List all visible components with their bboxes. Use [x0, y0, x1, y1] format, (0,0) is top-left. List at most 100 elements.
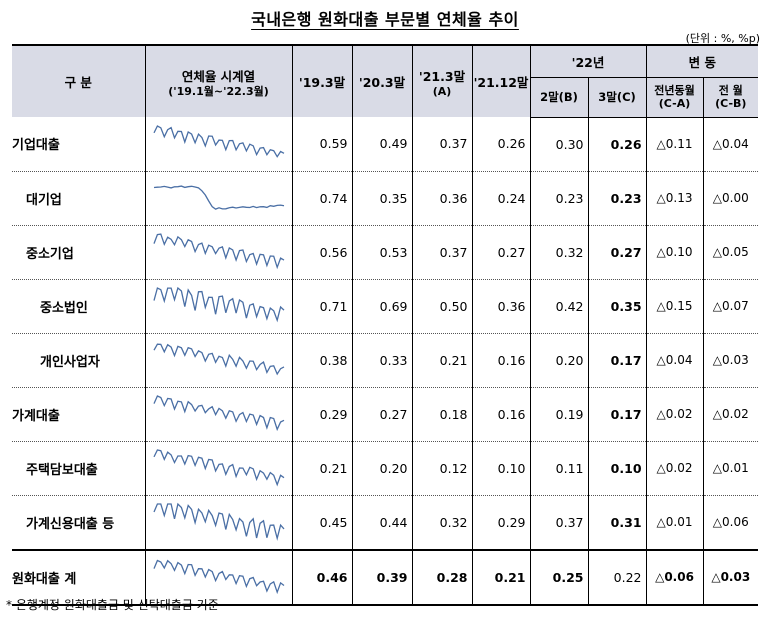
- sparkline: [153, 185, 284, 210]
- value-22-2: 0.37: [529, 495, 589, 550]
- value-mom: △0.01: [702, 441, 759, 496]
- value-21-12: 0.10: [471, 441, 531, 496]
- row-label: 가계대출: [12, 387, 146, 442]
- value-yoy: △0.02: [645, 441, 704, 496]
- value-21-12: 0.16: [471, 387, 531, 442]
- table-row: 주택담보대출 0.21 0.20 0.12 0.10 0.11 0.10 △0.…: [12, 441, 759, 496]
- table-row: 기업대출 0.59 0.49 0.37 0.26 0.30 0.26 △0.11…: [12, 117, 759, 172]
- header-mom-line2: (C-B): [715, 97, 747, 110]
- value-22-3: 0.35: [587, 279, 647, 334]
- value-19-3: 0.74: [291, 171, 353, 226]
- unit-note: (단위 : %, %p): [685, 32, 760, 45]
- value-20-3: 0.49: [351, 117, 413, 172]
- value-20-3: 0.44: [351, 495, 413, 550]
- value-22-2: 0.42: [529, 279, 589, 334]
- header-21-3-line2: (A): [432, 84, 452, 98]
- sparkline-cell: [144, 333, 293, 388]
- value-mom: △0.00: [702, 171, 759, 226]
- value-21-12: 0.16: [471, 333, 531, 388]
- value-22-2: 0.19: [529, 387, 589, 442]
- value-21-12: 0.21: [471, 548, 531, 606]
- value-22-3: 0.17: [587, 387, 647, 442]
- header-mom: 전 월 (C-B): [702, 76, 759, 118]
- value-22-3: 0.10: [587, 441, 647, 496]
- value-19-3: 0.71: [291, 279, 353, 334]
- value-22-2: 0.32: [529, 225, 589, 280]
- value-22-2: 0.25: [529, 548, 589, 606]
- row-label-text: 개인사업자: [40, 354, 100, 370]
- value-19-3: 0.29: [291, 387, 353, 442]
- sparkline-cell: [144, 171, 293, 226]
- value-yoy: △0.10: [645, 225, 704, 280]
- value-20-3: 0.33: [351, 333, 413, 388]
- sparkline-cell: [144, 387, 293, 442]
- header-22y: '22년: [529, 44, 647, 77]
- table-row-total: 원화대출 계 0.46 0.39 0.28 0.21 0.25 0.22 △0.…: [12, 548, 759, 606]
- value-mom: △0.03: [702, 548, 759, 606]
- table-body: 기업대출 0.59 0.49 0.37 0.26 0.30 0.26 △0.11…: [12, 117, 759, 606]
- row-label: 대기업: [12, 171, 146, 226]
- value-22-3: 0.26: [587, 117, 647, 172]
- sparkline-cell: [144, 495, 293, 550]
- table-row: 개인사업자 0.38 0.33 0.21 0.16 0.20 0.17 △0.0…: [12, 333, 759, 388]
- table-row: 대기업 0.74 0.35 0.36 0.24 0.23 0.23 △0.13 …: [12, 171, 759, 226]
- value-21-3: 0.36: [411, 171, 473, 226]
- header-trend: 연체율 시계열 ('19.1월~'22.3월): [144, 44, 293, 117]
- delinquency-table: 구 분 연체율 시계열 ('19.1월~'22.3월) '19.3말 '20.3…: [12, 44, 759, 606]
- header-21-3: '21.3말 (A): [411, 44, 473, 117]
- value-20-3: 0.53: [351, 225, 413, 280]
- header-yoy: 전년동월 (C-A): [645, 76, 704, 118]
- table-row: 중소법인 0.71 0.69 0.50 0.36 0.42 0.35 △0.15…: [12, 279, 759, 334]
- header-21-3-line1: '21.3말: [418, 68, 466, 84]
- value-mom: △0.05: [702, 225, 759, 280]
- sparkline-line: [152, 233, 284, 270]
- row-label: 중소기업: [12, 225, 146, 280]
- value-20-3: 0.39: [351, 548, 413, 606]
- header-category: 구 분: [12, 44, 146, 117]
- value-21-3: 0.18: [411, 387, 473, 442]
- value-mom: △0.02: [702, 387, 759, 442]
- sparkline-line: [152, 124, 284, 158]
- row-label-text: 원화대출 계: [12, 571, 77, 587]
- value-22-3: 0.31: [587, 495, 647, 550]
- row-label-text: 중소기업: [26, 246, 74, 262]
- value-21-12: 0.26: [471, 117, 531, 172]
- table-header: 구 분 연체율 시계열 ('19.1월~'22.3월) '19.3말 '20.3…: [12, 44, 759, 118]
- row-label-text: 중소법인: [40, 300, 88, 316]
- value-21-3: 0.21: [411, 333, 473, 388]
- value-21-3: 0.37: [411, 225, 473, 280]
- sparkline-cell: [144, 441, 293, 496]
- row-label-text: 대기업: [26, 192, 62, 208]
- value-mom: △0.07: [702, 279, 759, 334]
- header-mom-line1: 전 월: [718, 84, 743, 97]
- sparkline-line: [152, 449, 284, 487]
- value-22-3: 0.23: [587, 171, 647, 226]
- row-label: 가계신용대출 등: [12, 495, 146, 550]
- sparkline-line: [152, 559, 284, 595]
- header-21-12: '21.12말: [471, 44, 531, 117]
- value-22-2: 0.20: [529, 333, 589, 388]
- row-label: 기업대출: [12, 117, 146, 172]
- row-label: 원화대출 계: [12, 548, 146, 606]
- sparkline: [152, 559, 284, 595]
- sparkline-cell: [144, 279, 293, 334]
- sparkline: [152, 286, 284, 323]
- value-19-3: 0.38: [291, 333, 353, 388]
- value-mom: △0.06: [702, 495, 759, 550]
- value-22-2: 0.11: [529, 441, 589, 496]
- header-trend-line2: ('19.1월~'22.3월): [168, 84, 269, 98]
- value-yoy: △0.15: [645, 279, 704, 334]
- header-mar: 3말(C): [587, 76, 647, 118]
- header-change: 변 동: [645, 44, 759, 77]
- value-21-3: 0.28: [411, 548, 473, 606]
- sparkline-line: [152, 343, 284, 376]
- row-label-text: 주택담보대출: [26, 462, 98, 478]
- value-22-3: 0.17: [587, 333, 647, 388]
- value-21-12: 0.27: [471, 225, 531, 280]
- value-22-3: 0.27: [587, 225, 647, 280]
- sparkline-line: [152, 395, 284, 432]
- value-21-3: 0.37: [411, 117, 473, 172]
- row-label-text: 가계신용대출 등: [26, 516, 115, 532]
- header-trend-line1: 연체율 시계열: [181, 68, 256, 84]
- footnote: * 은행계정 원화대출금 및 신탁대출금 기준: [6, 598, 219, 612]
